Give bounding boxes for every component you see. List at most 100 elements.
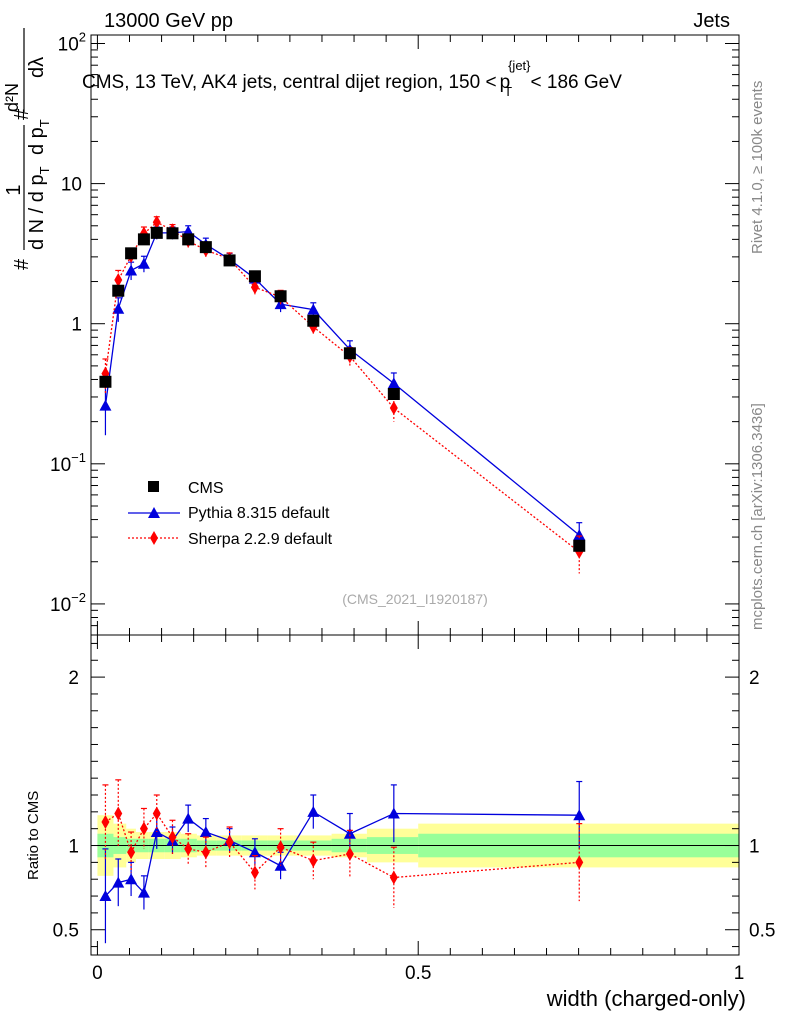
legend-pythia-marker xyxy=(148,507,160,518)
main-y-tick-label: 10−2 xyxy=(50,590,86,616)
ratio-frame xyxy=(90,634,740,956)
header-right: Jets xyxy=(693,10,730,32)
main-panel: 10−2 10−1 1 10 102 CMS, 13 TeV, AK4 jets, ce… xyxy=(2,28,740,636)
ratio-pythia-point xyxy=(199,826,212,838)
ratio-y-tick-label-right: 0.5 xyxy=(749,921,775,942)
pythia-point xyxy=(307,303,320,315)
ratio-pythia-point xyxy=(137,886,150,898)
cms-point xyxy=(182,233,195,246)
ylabel-one: 1 xyxy=(3,184,25,195)
ratio-sherpa-point xyxy=(250,865,259,880)
ratio-pythia-point xyxy=(387,807,400,819)
ratio-sherpa-point xyxy=(114,806,123,821)
ratio-ticks xyxy=(91,635,740,955)
cms-point xyxy=(166,227,179,240)
chart-title-p: p xyxy=(500,72,511,93)
ratio-pythia-point xyxy=(182,812,195,824)
chart-title-sup: {jet} xyxy=(508,58,531,73)
ratio-sherpa-point xyxy=(389,870,398,885)
ratio-sherpa-point xyxy=(168,830,177,845)
ratio-pythia-point xyxy=(573,809,586,821)
ratio-sherpa-point xyxy=(309,853,318,868)
ratio-sherpa-point xyxy=(139,821,148,836)
legend: CMS Pythia 8.315 default Sherpa 2.2.9 de… xyxy=(128,480,333,548)
legend-sherpa-label: Sherpa 2.2.9 default xyxy=(188,531,333,548)
ratio-series xyxy=(99,779,586,944)
sherpa-line xyxy=(104,221,580,553)
ratio-y-axis-label: Ratio to CMS xyxy=(25,791,42,880)
ratio-y-tick-label: 1 xyxy=(68,837,79,858)
header-left: 13000 GeV pp xyxy=(104,10,233,32)
ratio-sherpa-point xyxy=(184,841,193,856)
main-y-tick-labels: 10−2 10−1 1 10 102 xyxy=(50,30,86,616)
pythia-line xyxy=(104,230,580,536)
cms-point xyxy=(573,539,586,552)
cms-point xyxy=(112,284,125,297)
ratio-pythia-point xyxy=(307,805,320,817)
main-y-tick-label: 10−1 xyxy=(50,450,86,476)
pythia-point xyxy=(99,399,112,411)
cms-point xyxy=(150,226,163,239)
ratio-y-tick-labels: 0.5 0.5 1 1 2 2 xyxy=(53,668,776,942)
x-tick-label: 0 xyxy=(92,963,103,984)
ratio-uncertainty-bands xyxy=(97,815,739,876)
legend-cms-marker xyxy=(148,481,159,492)
main-ticks xyxy=(91,35,740,636)
ylabel-lambda: dλ xyxy=(26,57,48,78)
cms-point xyxy=(99,375,112,388)
ratio-sherpa-point xyxy=(152,806,161,821)
ratio-sherpa-point xyxy=(345,846,354,861)
pythia-point xyxy=(573,529,586,541)
cms-point xyxy=(125,247,138,260)
legend-cms-label: CMS xyxy=(188,480,224,497)
cms-point xyxy=(307,314,320,327)
cms-point xyxy=(248,270,261,283)
ratio-y-tick-label: 0.5 xyxy=(53,921,79,942)
main-y-axis-label: # 1 d N / d pT # d²N d pT dλ xyxy=(2,28,52,270)
ratio-y-tick-label: 2 xyxy=(68,668,79,689)
ratio-pythia-point xyxy=(125,873,138,885)
x-tick-label: 1 xyxy=(734,963,745,984)
ratio-sherpa-point xyxy=(276,840,285,855)
pythia-point xyxy=(125,264,138,276)
mcplots-label: mcplots.cern.ch [arXiv:1306.3436] xyxy=(749,403,766,630)
legend-sherpa-marker xyxy=(150,531,158,545)
cms-point xyxy=(199,241,212,254)
ratio-y-tick-label-right: 1 xyxy=(749,837,760,858)
x-tick-labels: 0 0.5 1 xyxy=(92,963,744,984)
cms-point xyxy=(387,387,400,400)
ylabel-den: d N / d pT xyxy=(26,166,52,250)
ylabel-hash-1: # xyxy=(11,258,33,270)
ratio-panel: 0.5 0.51 12 2 0 0.5 1 Ratio to CMS width (cha… xyxy=(25,634,776,1011)
ratio-sherpa-point xyxy=(575,855,584,870)
ylabel-hash-2: # xyxy=(11,108,33,120)
chart-title-after: < 186 GeV xyxy=(531,72,623,93)
legend-pythia-label: Pythia 8.315 default xyxy=(188,505,330,522)
ratio-pythia-point xyxy=(99,890,112,902)
x-tick-label: 0.5 xyxy=(405,963,431,984)
analysis-watermark: (CMS_2021_I1920187) xyxy=(342,591,488,607)
x-axis-label: width (charged-only) xyxy=(546,986,746,1011)
main-y-tick-label: 1 xyxy=(71,315,82,336)
ratio-pythia-point xyxy=(112,876,125,888)
ylabel-num: d²N xyxy=(2,83,22,112)
main-y-tick-label: 102 xyxy=(58,30,86,56)
cms-point xyxy=(137,233,150,246)
ratio-sherpa-point xyxy=(201,845,210,860)
ratio-pythia-point xyxy=(248,846,261,858)
ylabel-num-den: d pT xyxy=(26,119,52,155)
chart-title: CMS, 13 TeV, AK4 jets, central dijet reg… xyxy=(82,58,622,99)
ratio-pythia-point xyxy=(343,827,356,839)
sherpa-point xyxy=(389,401,398,416)
ratio-sherpa-point xyxy=(127,845,136,860)
chart-title-sub: T xyxy=(504,84,512,99)
cms-point xyxy=(223,254,236,267)
sherpa-point xyxy=(250,280,259,295)
chart-title-before: CMS, 13 TeV, AK4 jets, central dijet reg… xyxy=(82,72,497,93)
sherpa-point xyxy=(114,273,123,288)
rivet-label: Rivet 4.1.0, ≥ 100k events xyxy=(749,81,766,254)
ratio-y-tick-label-right: 2 xyxy=(749,668,760,689)
ratio-sherpa-point xyxy=(101,814,110,829)
cms-point xyxy=(343,347,356,360)
